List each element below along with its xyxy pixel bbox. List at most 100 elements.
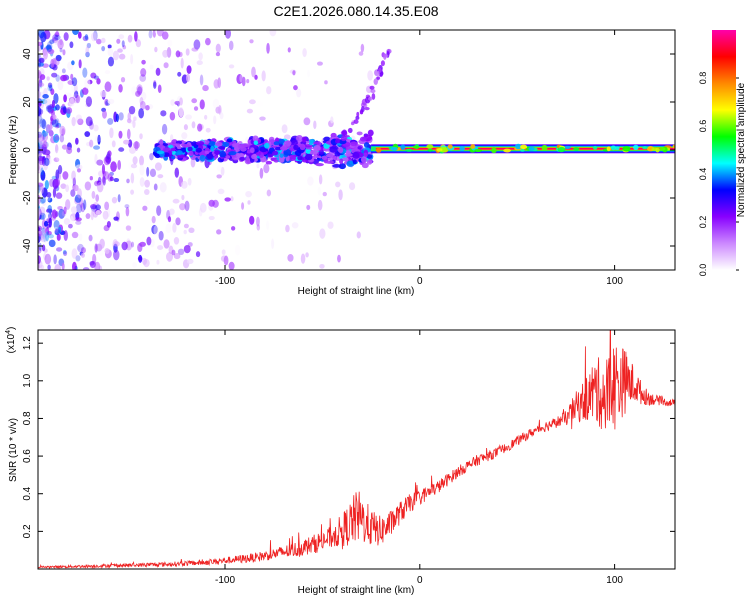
spectrogram-cell [173, 253, 181, 260]
spectrogram-cell [130, 189, 135, 195]
colorbar: 0.0 0.2 0.4 0.6 0.8 Normalized spectral ampl… [698, 30, 747, 276]
spectrogram-cell [63, 32, 69, 41]
spectrogram-cell [307, 176, 314, 186]
spectrogram-cell [179, 97, 183, 106]
spectrogram-cell [86, 42, 92, 49]
spectrogram-cell [76, 245, 81, 251]
spectrogram-cell [191, 121, 196, 129]
spectrogram-cell [118, 53, 126, 60]
spectrogram-cell [38, 148, 42, 157]
spectrogram-cell [60, 183, 67, 189]
spectrogram-cell [332, 164, 342, 168]
spectrogram-cell [118, 147, 125, 152]
spectrogram-cell [165, 223, 172, 234]
spectrogram-cell [94, 153, 98, 165]
spectrogram-cell [254, 74, 258, 80]
spectrogram-cell [54, 34, 61, 41]
spectrogram-cell [356, 231, 361, 239]
spectrogram-cell [308, 139, 314, 146]
spectrogram-cell [104, 201, 110, 211]
spectrogram-cell [133, 141, 140, 149]
spectrogram-cell [163, 239, 170, 249]
spectrogram-cell [94, 243, 98, 253]
spectrogram-cell [116, 38, 121, 44]
spectrogram-cell [45, 231, 50, 242]
spectrogram-cell [347, 128, 352, 133]
spectrogram-cell [39, 79, 43, 89]
spectrogram-cell [38, 124, 41, 129]
spectrogram-cell [199, 202, 207, 213]
spectrogram-cell [172, 198, 180, 204]
spectrogram-cell [50, 58, 55, 68]
spectrogram-cell [176, 150, 183, 156]
spectrogram-cell [85, 96, 93, 107]
spectrogram-cell [63, 94, 67, 103]
spectrogram-cell [107, 56, 115, 67]
spectrogram-cell [214, 150, 220, 155]
spectrogram-cell [73, 184, 79, 192]
spectrogram-cell [341, 157, 349, 162]
spectrogram-cell [174, 167, 180, 178]
spectrogram-cell [40, 167, 44, 176]
spectrogram-cell [41, 131, 48, 137]
spectrogram-cell [38, 89, 41, 100]
spectrogram-cell [139, 133, 143, 140]
spectrogram-cell [111, 196, 118, 204]
spectrogram-cell [38, 229, 43, 237]
spectrogram-cell [573, 147, 580, 151]
spectrogram-cell [520, 148, 525, 152]
spectrogram-cell [174, 100, 181, 105]
spectrogram-cell [102, 210, 109, 220]
spectrogram-cell [210, 145, 215, 152]
spectrogram-cell [283, 134, 291, 140]
spectrogram-cell [360, 156, 367, 163]
spectrogram-cell [61, 68, 66, 74]
spectrogram-cell [53, 254, 57, 265]
colorbar-tick-label: 0.4 [698, 168, 708, 181]
spectrogram-cell [305, 252, 309, 258]
spectrogram-cell [38, 206, 46, 216]
spectrogram-cell [149, 168, 157, 178]
spectrogram-cell [230, 196, 234, 202]
spectrogram-cell [296, 135, 303, 142]
spectrogram-cell [199, 74, 204, 86]
spectrogram-cell [216, 165, 222, 172]
spectrogram-cell [74, 90, 79, 99]
spectrogram-cell [167, 216, 172, 223]
spectrogram-cell [383, 53, 387, 60]
spectrogram-cell [57, 164, 63, 175]
spectrogram-cell [165, 117, 171, 124]
colorbar-tick-label: 0.0 [698, 264, 708, 277]
spectrogram-cell [241, 143, 250, 148]
spectrogram-cell [186, 65, 192, 74]
spectrogram-cell [266, 42, 270, 54]
spectrogram-cell [296, 88, 302, 98]
spectrogram-cell [51, 99, 55, 109]
spectrogram-cell [118, 130, 123, 139]
spectrogram-cell [283, 149, 292, 156]
spectrogram-cell [257, 52, 263, 60]
spectrogram-cell [138, 108, 145, 119]
spectrogram-cell [55, 169, 60, 181]
spectrogram-cell [118, 112, 124, 121]
spectrogram-cell [190, 157, 196, 168]
spectrogram-cell [356, 131, 363, 136]
spectrogram-cell [162, 49, 169, 58]
spectrogram-cell [109, 176, 114, 182]
spectrogram-cell [139, 97, 144, 106]
spectrogram-cell [44, 98, 51, 107]
spectrogram-cell [672, 144, 675, 149]
spectrogram-cell [341, 129, 348, 136]
spectrogram-cell [216, 229, 222, 235]
spectrogram-cell [256, 224, 261, 231]
spectrogram-cell [139, 177, 145, 187]
spectrogram-cell [281, 124, 288, 134]
spectrogram-cell [205, 127, 211, 133]
spectrogram-cell [38, 157, 43, 164]
spectrogram-cell [319, 228, 326, 239]
spectrogram-cell [77, 243, 84, 253]
spectrogram-cell [55, 118, 60, 128]
spectrogram-cell [127, 34, 133, 43]
spectrogram-cell [266, 220, 270, 230]
spectrogram-cell [80, 247, 86, 254]
